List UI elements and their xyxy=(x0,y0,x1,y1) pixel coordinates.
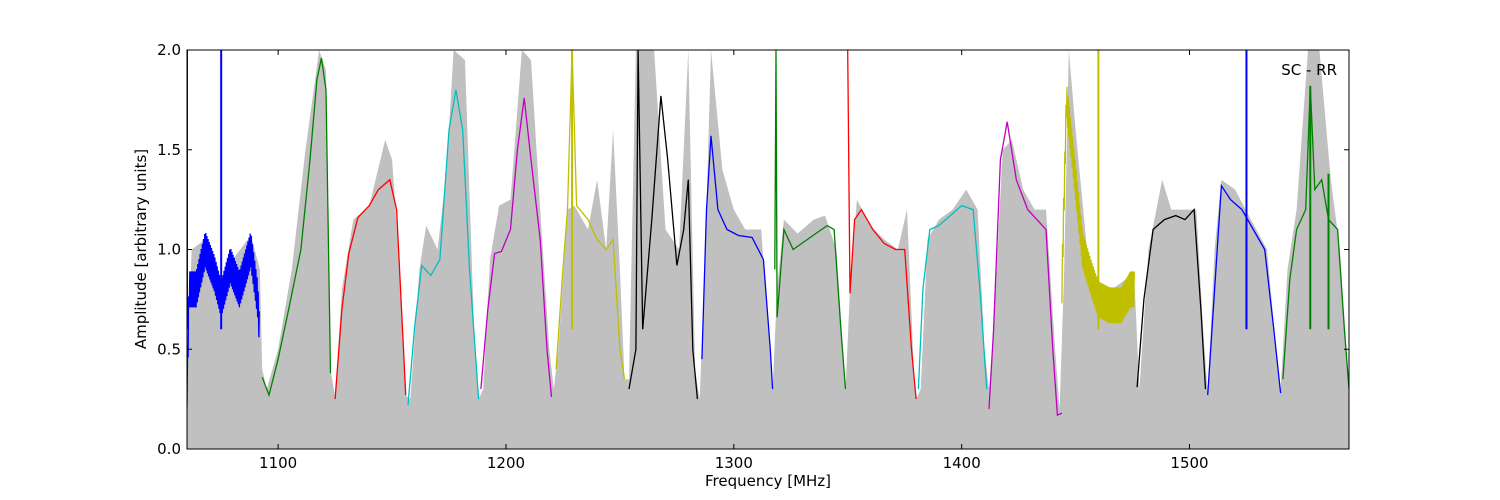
ticks: 1100 1200 1300 1400 1500 0.0 0.5 1.0 1.5 2.0 xyxy=(157,41,1349,472)
series-line-9 xyxy=(774,50,847,390)
series-line-10 xyxy=(847,50,917,400)
x-tick-label: 1400 xyxy=(943,454,981,472)
x-tick-label: 1500 xyxy=(1170,454,1208,472)
y-tick-label: 2.0 xyxy=(157,41,181,59)
y-axis-label: Amplitude [arbitrary units] xyxy=(132,149,150,349)
series-line-16 xyxy=(1282,85,1349,390)
series-line-6 xyxy=(555,50,626,380)
series-line-5 xyxy=(480,97,553,398)
y-tick-label: 0.5 xyxy=(157,340,181,358)
x-tick-label: 1100 xyxy=(259,454,297,472)
x-axis-label: Frequency [MHz] xyxy=(705,472,831,490)
series-line-8 xyxy=(701,135,774,390)
series-line-11 xyxy=(917,204,988,390)
annotation-label: SC - RR xyxy=(1281,61,1337,79)
y-tick-label: 1.5 xyxy=(157,141,181,159)
series-line-12 xyxy=(988,121,1063,417)
series-line-1 xyxy=(187,232,260,408)
y-tick-label: 0.0 xyxy=(157,440,181,458)
series-line-14 xyxy=(1136,208,1207,390)
series-line-3 xyxy=(334,178,407,400)
plot-area xyxy=(187,50,1349,449)
series-line-4 xyxy=(407,89,480,406)
series-line-7 xyxy=(628,50,699,400)
envelope-band xyxy=(187,50,1349,449)
x-tick-label: 1200 xyxy=(487,454,525,472)
y-tick-label: 1.0 xyxy=(157,241,181,259)
x-tick-label: 1300 xyxy=(715,454,753,472)
series-line-15 xyxy=(1207,183,1282,396)
series-line-2 xyxy=(261,57,332,398)
